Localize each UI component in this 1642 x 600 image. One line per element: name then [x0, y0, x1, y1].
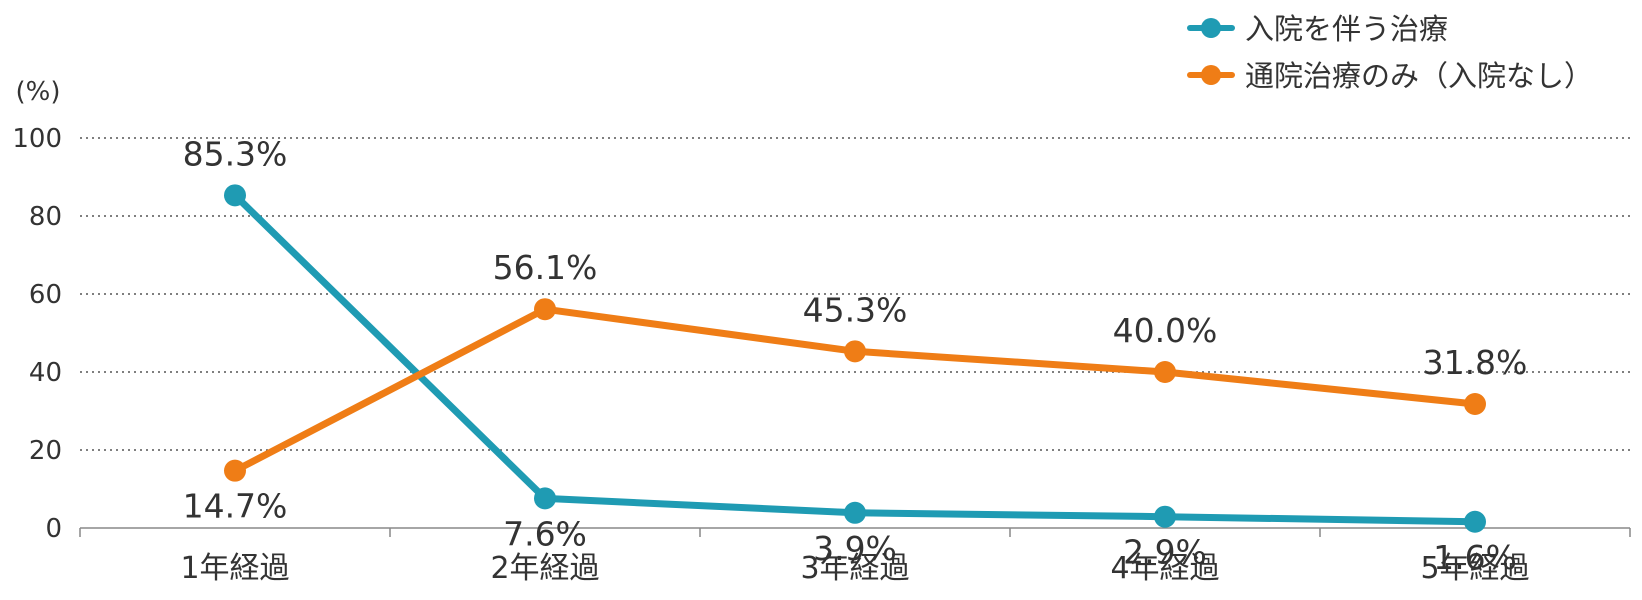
y-tick-label-20: 20: [29, 436, 62, 466]
y-tick-label-60: 60: [29, 280, 62, 310]
y-tick-label-80: 80: [29, 202, 62, 232]
series-1-point-4: [1154, 361, 1176, 383]
y-tick-label-40: 40: [29, 358, 62, 388]
x-tick-label-4: 4年経過: [1110, 551, 1219, 586]
series-1-data-label-1: 14.7%: [183, 487, 288, 526]
x-tick-label-3: 3年経過: [800, 551, 909, 586]
series-1-point-2: [534, 298, 556, 321]
legend-item-0: 入院を伴う治療: [1187, 12, 1448, 46]
legend-swatch-dot-1: [1201, 65, 1221, 85]
series-0-data-label-3: 3.9%: [813, 529, 897, 568]
y-axis-ticks: 0 20 40 60 80 100: [12, 124, 62, 544]
x-tick-label-1: 1年経過: [180, 551, 289, 586]
data-labels-layer: 85.3% 7.6% 3.9% 2.9% 1.6% 14.7% 56.1% 45.3% 40.0…: [183, 134, 1528, 576]
series-0-data-label-2: 7.6%: [503, 514, 587, 553]
series-0-point-1: [224, 184, 246, 207]
series-0-data-label-5: 1.6%: [1433, 538, 1517, 577]
x-tick-label-5: 5年経過: [1420, 551, 1529, 586]
x-axis-ticks: [79, 528, 1631, 537]
series-1-point-3: [844, 340, 866, 363]
series-line-1: [231, 305, 1479, 475]
series-0-point-5: [1464, 510, 1486, 533]
legend-label-1: 通院治療のみ（入院なし）: [1245, 59, 1593, 93]
series-0-data-label-1: 85.3%: [183, 134, 288, 173]
legend-swatch-dot-0: [1201, 18, 1221, 38]
series-1-data-label-2: 56.1%: [493, 248, 598, 287]
x-axis-labels: 1年経過 2年経過 3年経過 4年経過 5年経過: [180, 551, 1529, 586]
x-tick-label-2: 2年経過: [490, 551, 599, 586]
series-1-point-5: [1464, 392, 1486, 415]
series-0-point-2: [534, 487, 556, 510]
legend-label-0: 入院を伴う治療: [1245, 12, 1448, 46]
y-tick-label-100: 100: [12, 124, 62, 154]
series-1-data-label-3: 45.3%: [803, 290, 908, 329]
legend: 入院を伴う治療 通院治療のみ（入院なし）: [1187, 12, 1593, 93]
series-layer: [224, 184, 1486, 533]
series-0-data-label-4: 2.9%: [1123, 533, 1207, 572]
series-0-point-4: [1154, 505, 1176, 528]
series-1-point-1: [224, 459, 246, 482]
legend-item-1: 通院治療のみ（入院なし）: [1187, 59, 1593, 93]
series-1-data-label-4: 40.0%: [1113, 311, 1218, 350]
y-axis-unit-label: (%): [16, 77, 61, 107]
y-tick-label-0: 0: [45, 514, 62, 544]
series-1-data-label-5: 31.8%: [1423, 343, 1528, 382]
series-0-point-3: [844, 501, 866, 524]
